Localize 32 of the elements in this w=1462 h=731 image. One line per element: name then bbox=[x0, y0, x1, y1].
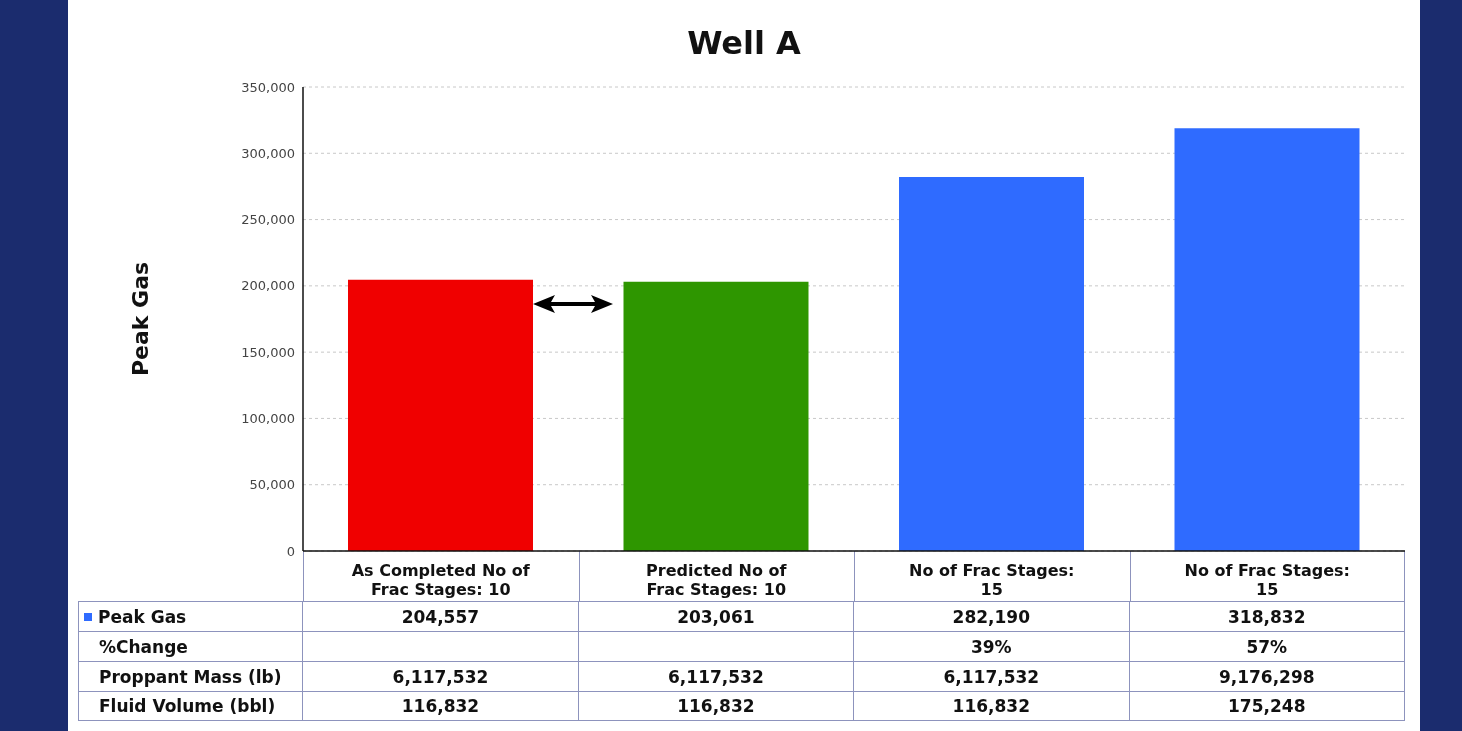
y-tick-label: 50,000 bbox=[249, 477, 295, 493]
y-tick-label: 200,000 bbox=[241, 278, 295, 294]
text: 57% bbox=[1245, 635, 1289, 659]
text: 116,832 bbox=[303, 692, 579, 720]
x-tick-label: No of Frac Stages: 15 bbox=[909, 561, 1075, 599]
y-tick-label: 350,000 bbox=[241, 79, 295, 95]
y-tick-label: 150,000 bbox=[241, 344, 295, 360]
text: 116,832 bbox=[578, 692, 855, 720]
legend-label: Peak Gas bbox=[98, 606, 187, 627]
text: 116,832 bbox=[854, 692, 1130, 720]
text: 6,117,532 bbox=[303, 662, 579, 691]
y-tick-label: 250,000 bbox=[241, 212, 295, 228]
text: 175,248 bbox=[1227, 695, 1307, 718]
text: 6,117,532 bbox=[854, 662, 1130, 691]
data-label: 203,061 bbox=[578, 602, 855, 631]
text: 9,176,298 bbox=[1217, 665, 1316, 689]
data-label: 318,832 bbox=[1227, 605, 1307, 629]
data-label: 282,190 bbox=[854, 602, 1130, 631]
x-tick-label: Predicted No of Frac Stages: 10 bbox=[646, 561, 788, 599]
text: Fluid Volume (bbl) bbox=[99, 696, 276, 716]
text: 6,117,532 bbox=[578, 662, 855, 691]
y-tick-label: 100,000 bbox=[241, 411, 295, 427]
chart-title: Well A bbox=[686, 24, 802, 62]
y-tick-label: 300,000 bbox=[241, 145, 295, 161]
text: Proppant Mass (lb) bbox=[99, 666, 282, 687]
data-label: 204,557 bbox=[303, 602, 579, 631]
y-axis-title: Peak Gas bbox=[127, 261, 153, 377]
text: 39% bbox=[854, 632, 1130, 661]
text: %Change bbox=[99, 636, 188, 657]
x-tick-label: No of Frac Stages: 15 bbox=[1184, 561, 1350, 599]
x-tick-label: As Completed No of Frac Stages: 10 bbox=[351, 561, 531, 599]
y-tick-label: 0 bbox=[286, 543, 295, 559]
